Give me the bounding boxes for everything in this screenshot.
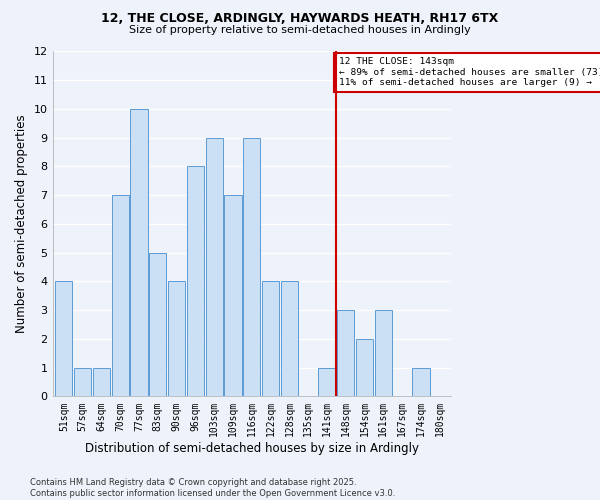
Bar bbox=[130, 109, 148, 397]
Text: 12 THE CLOSE: 143sqm
← 89% of semi-detached houses are smaller (73)
11% of semi-: 12 THE CLOSE: 143sqm ← 89% of semi-detac… bbox=[339, 57, 600, 87]
Bar bbox=[337, 310, 355, 396]
Text: Size of property relative to semi-detached houses in Ardingly: Size of property relative to semi-detach… bbox=[129, 25, 471, 35]
Bar bbox=[93, 368, 110, 396]
Bar bbox=[224, 195, 242, 396]
Bar bbox=[55, 282, 73, 397]
Bar bbox=[168, 282, 185, 397]
Bar bbox=[412, 368, 430, 396]
Bar bbox=[356, 339, 373, 396]
X-axis label: Distribution of semi-detached houses by size in Ardingly: Distribution of semi-detached houses by … bbox=[85, 442, 419, 455]
Bar bbox=[281, 282, 298, 397]
Bar bbox=[374, 310, 392, 396]
Text: Contains HM Land Registry data © Crown copyright and database right 2025.
Contai: Contains HM Land Registry data © Crown c… bbox=[30, 478, 395, 498]
Bar bbox=[149, 252, 166, 396]
Bar bbox=[74, 368, 91, 396]
Bar bbox=[206, 138, 223, 396]
Bar bbox=[262, 282, 279, 397]
Text: 12, THE CLOSE, ARDINGLY, HAYWARDS HEATH, RH17 6TX: 12, THE CLOSE, ARDINGLY, HAYWARDS HEATH,… bbox=[101, 12, 499, 26]
Bar bbox=[243, 138, 260, 396]
Bar bbox=[112, 195, 129, 396]
Y-axis label: Number of semi-detached properties: Number of semi-detached properties bbox=[15, 114, 28, 333]
Bar bbox=[187, 166, 204, 396]
Bar bbox=[319, 368, 335, 396]
